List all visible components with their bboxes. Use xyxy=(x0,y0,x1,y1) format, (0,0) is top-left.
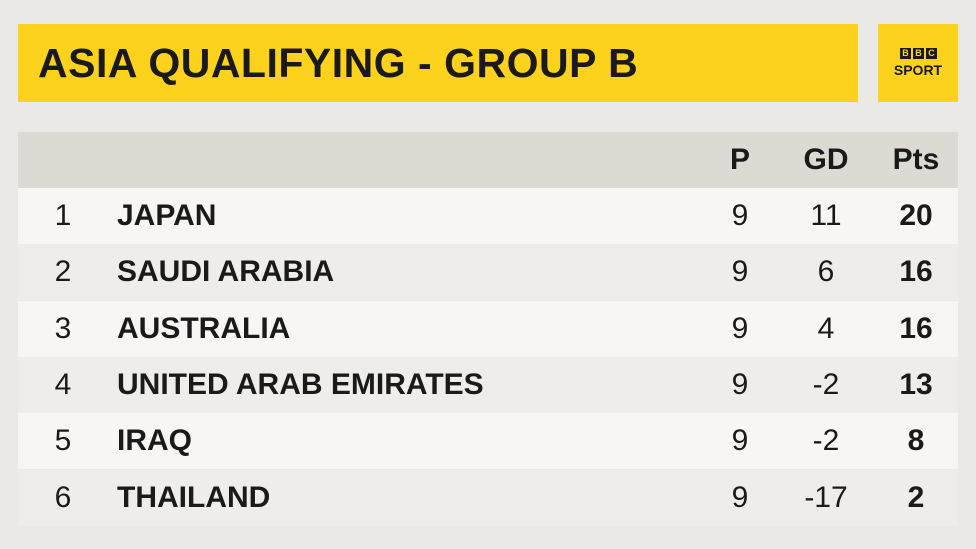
logo-sport: SPORT xyxy=(893,62,943,78)
points: 20 xyxy=(899,199,933,232)
column-header: Pts xyxy=(892,143,940,176)
rank: 4 xyxy=(54,367,72,401)
header-row: P GD Pts xyxy=(18,132,958,188)
rank: 3 xyxy=(54,311,72,345)
goal-difference: -2 xyxy=(812,367,840,401)
played: 9 xyxy=(731,255,749,289)
played: 9 xyxy=(731,199,749,232)
goal-difference: -17 xyxy=(804,480,848,514)
logo-letter: B xyxy=(913,48,924,59)
goal-difference: 11 xyxy=(810,199,842,232)
title: ASIA QUALIFYING - GROUP B xyxy=(38,40,639,86)
goal-difference: 6 xyxy=(817,255,835,289)
rank: 5 xyxy=(54,424,72,458)
team-name: JAPAN xyxy=(117,199,217,232)
rank: 6 xyxy=(54,480,72,514)
rank: 1 xyxy=(54,199,72,232)
played: 9 xyxy=(731,311,749,345)
table-row: 3 AUSTRALIA 9 4 16 xyxy=(18,300,958,357)
points: 16 xyxy=(899,311,933,345)
points: 2 xyxy=(907,480,925,514)
points: 13 xyxy=(899,367,933,401)
team-name: IRAQ xyxy=(117,424,192,458)
table-row: 1 JAPAN 9 11 20 xyxy=(18,188,958,244)
logo-letter: C xyxy=(926,48,937,59)
table-row: 2 SAUDI ARABIA 9 6 16 xyxy=(18,244,958,301)
rank: 2 xyxy=(54,255,72,289)
played: 9 xyxy=(731,367,749,401)
points: 16 xyxy=(899,255,933,289)
team-name: THAILAND xyxy=(117,480,271,514)
logo-letter: B xyxy=(900,48,911,59)
team-name: SAUDI ARABIA xyxy=(117,255,335,289)
points: 8 xyxy=(907,424,925,458)
played: 9 xyxy=(731,480,749,514)
team-name: AUSTRALIA xyxy=(117,311,291,345)
table-row: 4 UNITED ARAB EMIRATES 9 -2 13 xyxy=(18,356,958,413)
table-row: 5 IRAQ 9 -2 8 xyxy=(18,413,958,470)
goal-difference: 4 xyxy=(817,311,835,345)
goal-difference: -2 xyxy=(812,424,840,458)
title-bar: ASIA QUALIFYING - GROUP B xyxy=(18,24,858,102)
table-row: 6 THAILAND 9 -17 2 xyxy=(18,469,958,526)
team-name: UNITED ARAB EMIRATES xyxy=(117,367,484,401)
logo: B B C SPORT xyxy=(878,24,958,102)
played: 9 xyxy=(731,424,749,458)
column-header: P xyxy=(729,143,750,176)
column-header: GD xyxy=(803,143,849,176)
logo-letters: B B C xyxy=(900,48,937,59)
